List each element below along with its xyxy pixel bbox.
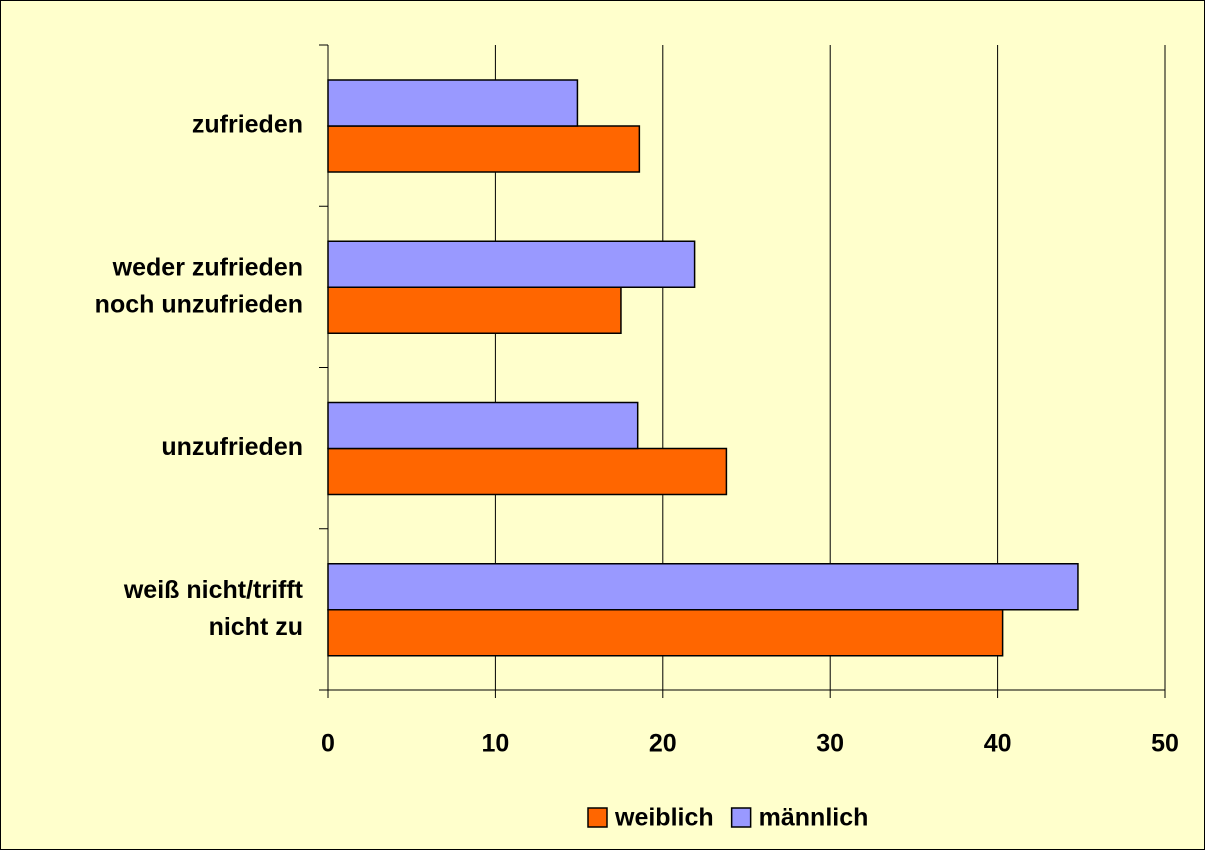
y-tick-label: noch unzufrieden (95, 290, 303, 318)
x-tick-label: 10 (481, 730, 509, 758)
legend-label: männlich (759, 804, 869, 832)
bar (327, 447, 728, 496)
bar (327, 609, 1004, 657)
bar (327, 286, 622, 334)
bar (327, 401, 639, 450)
legend-swatch (587, 807, 608, 828)
y-tick-label: weiß nicht/trifft (123, 576, 304, 604)
bar (327, 563, 1079, 611)
bar (327, 79, 579, 127)
y-tick-label: unzufrieden (161, 433, 303, 461)
y-tick-label: zufrieden (192, 111, 303, 139)
x-tick-label: 40 (984, 730, 1012, 758)
x-tick-label: 20 (649, 730, 677, 758)
y-tick-label: nicht zu (209, 613, 303, 641)
x-tick-label: 30 (816, 730, 844, 758)
bar (327, 240, 696, 288)
x-tick-label: 0 (321, 730, 335, 758)
legend-swatch (730, 807, 752, 828)
y-tick-label: weder zufrieden (112, 253, 303, 281)
bar (327, 125, 641, 173)
legend-label: weiblich (614, 804, 714, 832)
x-tick-label: 50 (1151, 730, 1179, 758)
